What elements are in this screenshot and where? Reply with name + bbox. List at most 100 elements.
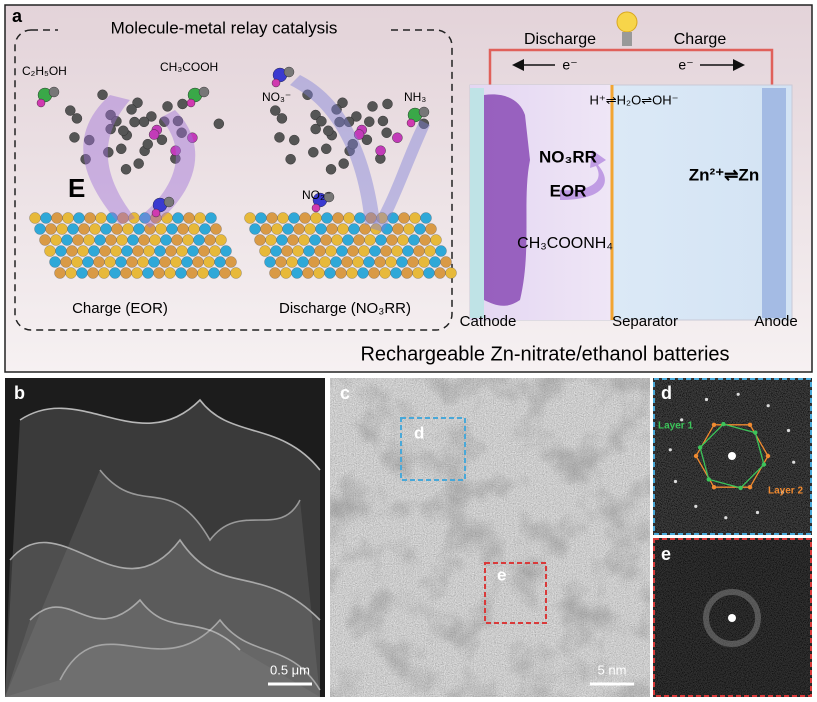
fft-center	[728, 452, 736, 460]
framework-atom	[213, 118, 225, 129]
surface-atom	[341, 256, 353, 268]
surface-atom	[175, 267, 187, 279]
adsorbate-atom	[271, 78, 281, 88]
surface-atom	[219, 267, 231, 279]
surface-atom	[77, 245, 89, 257]
species-label: NO₂⁻	[302, 188, 331, 202]
sheet	[5, 400, 320, 697]
flow-arrow	[83, 95, 135, 225]
surface-atom	[171, 234, 183, 246]
layer-label: Layer 2	[768, 486, 803, 497]
lattice-spot	[765, 453, 771, 459]
adsorbate-atom	[163, 196, 175, 208]
surface-atom	[293, 223, 305, 235]
surface-atom	[254, 234, 266, 246]
framework-atom	[176, 127, 187, 138]
framework-atom	[285, 154, 296, 165]
surface-atom	[105, 234, 117, 246]
framework-atom	[382, 98, 393, 110]
surface-atom	[332, 212, 344, 224]
region-label: d	[414, 423, 424, 442]
framework-atom	[103, 147, 114, 158]
adsorbate-atom	[151, 208, 161, 218]
surface-atom	[76, 267, 88, 279]
surface-atom	[420, 212, 432, 224]
framework-atom	[276, 113, 288, 124]
flow-arrow	[370, 120, 430, 232]
surface-atom	[386, 234, 398, 246]
framework-atom	[337, 97, 348, 108]
framework-atom	[156, 134, 168, 146]
current-collector	[470, 88, 484, 318]
surface-atom	[204, 234, 216, 246]
surface-atom	[419, 234, 431, 246]
lattice-spot	[747, 422, 753, 427]
surface-atom	[67, 223, 79, 235]
surface-atom	[159, 256, 171, 268]
surface-atom	[176, 245, 188, 257]
adsorbate-atom	[48, 86, 60, 98]
framework-atom	[343, 116, 355, 128]
surface-atom	[429, 256, 441, 268]
surface-atom	[337, 223, 349, 235]
surface-atom	[407, 256, 419, 268]
lattice-spot	[697, 445, 703, 450]
surface-atom	[369, 245, 381, 257]
surface-atom	[390, 267, 402, 279]
surface-atom	[304, 223, 316, 235]
surface-atom	[29, 212, 41, 224]
surface-atom	[375, 234, 387, 246]
surface-atom	[281, 245, 293, 257]
lattice-spot	[711, 485, 717, 490]
surface-atom	[403, 223, 415, 235]
framework-atom	[375, 145, 386, 156]
surface-atom	[115, 256, 127, 268]
fft-spot	[786, 428, 791, 433]
surface-atom	[324, 267, 336, 279]
surface-atom	[40, 212, 52, 224]
discharge-label: Discharge	[524, 31, 596, 48]
panel-a-caption: Rechargeable Zn-nitrate/ethanol batterie…	[360, 343, 729, 365]
surface-atom	[210, 223, 222, 235]
sheet-edge	[99, 469, 301, 542]
fft-spot	[736, 392, 740, 396]
surface-atom	[425, 223, 437, 235]
framework-atom	[133, 158, 144, 169]
fft-spot	[766, 404, 770, 408]
framework-atom	[118, 125, 129, 136]
framework-atom	[111, 116, 122, 127]
framework-atom	[97, 89, 108, 100]
sheet	[5, 470, 320, 697]
surface-atom	[249, 223, 261, 235]
surface-atom	[374, 256, 386, 268]
surface-atom	[298, 234, 310, 246]
surface-atom	[39, 234, 51, 246]
surface-atom	[194, 212, 206, 224]
surface-atom	[198, 245, 210, 257]
framework-atom	[392, 132, 403, 143]
lattice-spot	[761, 462, 767, 467]
surface-atom	[423, 267, 435, 279]
sem-sheets	[5, 398, 321, 697]
surface-atom	[66, 245, 78, 257]
surface-atom	[208, 267, 220, 279]
fft-spot	[780, 490, 784, 494]
sheet-edge	[19, 398, 321, 471]
surface-atom	[357, 267, 369, 279]
surface-atom	[197, 267, 209, 279]
framework-atom	[331, 104, 342, 115]
region-d-box	[400, 417, 466, 481]
framework-atom	[120, 164, 132, 175]
lattice-spot	[753, 430, 758, 435]
bulb-base	[622, 32, 632, 46]
surface-atom	[259, 245, 271, 257]
field-label: E	[68, 173, 85, 203]
surface-atom	[326, 223, 338, 235]
surface-atom	[65, 267, 77, 279]
surface-atom	[188, 223, 200, 235]
surface-atom	[286, 256, 298, 268]
charge-label: Charge	[674, 31, 727, 48]
surface-atom	[303, 245, 315, 257]
framework-atom	[69, 132, 80, 143]
surface-atom	[98, 267, 110, 279]
